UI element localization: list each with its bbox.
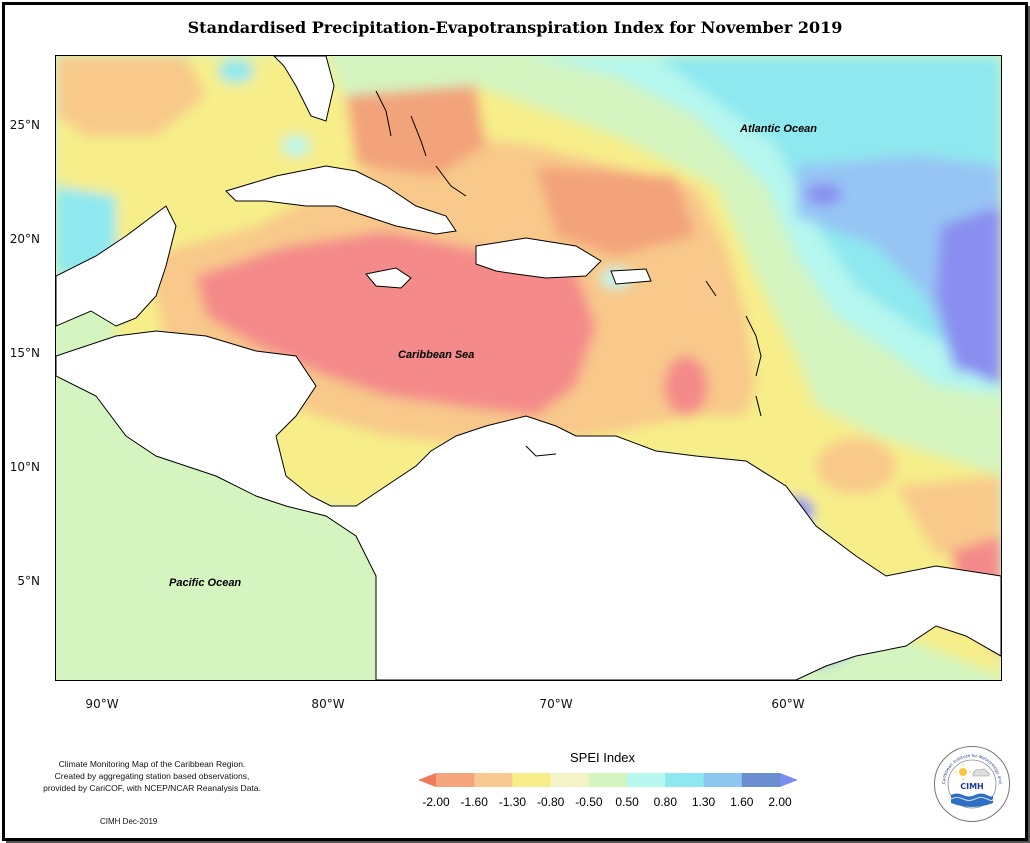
puerto-rico-land [610, 268, 652, 285]
legend-swatch [627, 773, 666, 787]
lon-tick: 80°W [311, 697, 345, 711]
legend-arrow-high [780, 773, 798, 787]
lat-tick: 15°N [9, 346, 40, 360]
legend-tick-label: -0.80 [536, 795, 565, 809]
sun-rays-icon [955, 764, 971, 780]
legend-labels: -2.00 -1.60 -1.30 -0.80 -0.50 0.50 0.80 1.30 1.6… [418, 795, 798, 811]
legend-swatch [741, 773, 781, 787]
legend-swatch [474, 773, 513, 787]
legend-title: SPEI Index [570, 750, 636, 765]
legend-tick-label: 1.60 [730, 795, 754, 809]
legend-swatch [665, 773, 705, 787]
map-title: Standardised Precipitation-Evapotranspir… [187, 18, 843, 37]
lat-tick: 25°N [9, 118, 40, 132]
cimh-logo: CIMH Caribbean Institute for Meteorology… [933, 743, 1010, 822]
lat-tick: 20°N [9, 232, 40, 246]
cimh-logo-svg: CIMH Caribbean Institute for Meteorology… [933, 743, 1003, 809]
jamaica-land [365, 267, 412, 289]
lat-tick: 10°N [9, 460, 40, 474]
central-south-america-land [56, 330, 1001, 680]
lat-tick: 5°N [17, 574, 40, 588]
legend-tick-label: -1.60 [460, 795, 488, 809]
legend-swatch [512, 773, 552, 787]
atlantic-ocean-label: Atlantic Ocean [739, 123, 817, 135]
hispaniola-land [475, 237, 602, 279]
legend-tick-label: -0.50 [575, 795, 603, 809]
map-credits: Climate Monitoring Map of the Caribbean … [22, 758, 282, 794]
florida-land [273, 56, 335, 122]
credits-line: provided by CariCOF, with NCEP/NCAR Rean… [43, 783, 261, 793]
credits-line: Climate Monitoring Map of the Caribbean … [58, 759, 246, 769]
legend-swatch [588, 773, 628, 787]
legend-swatch [703, 773, 743, 787]
lon-tick: 70°W [539, 697, 573, 711]
legend-tick-label: 1.30 [691, 795, 716, 809]
caribbean-sea-label: Caribbean Sea [398, 349, 474, 361]
credits-date: CIMH Dec-2019 [100, 817, 158, 826]
legend-colorbar [418, 773, 798, 787]
spei-map: Atlantic Ocean Caribbean Sea Pacific Oce… [55, 55, 1002, 681]
land-masses [56, 56, 1001, 680]
legend-arrow-low [418, 773, 436, 787]
logo-name: CIMH [960, 782, 984, 791]
mexico-land [56, 205, 177, 327]
legend-swatch [550, 773, 590, 787]
spei-map-svg: Atlantic Ocean Caribbean Sea Pacific Oce… [56, 56, 1001, 680]
legend-tick-label: -2.00 [422, 795, 450, 809]
legend-tick-label: 0.80 [653, 795, 678, 809]
credits-line: Created by aggregating station based obs… [54, 771, 250, 781]
cuba-land [225, 165, 457, 235]
small-islands [375, 90, 762, 457]
legend-tick-label: 2.00 [768, 795, 792, 809]
cloud-icon [972, 768, 990, 777]
lon-tick: 60°W [771, 697, 805, 711]
pacific-ocean-label: Pacific Ocean [169, 577, 241, 589]
sun-icon [959, 768, 967, 776]
legend-swatch [436, 773, 475, 787]
lon-tick: 90°W [85, 697, 119, 711]
spei-field [56, 56, 1001, 676]
legend-tick-label: 0.50 [615, 795, 639, 809]
legend-tick-label: -1.30 [498, 795, 527, 809]
